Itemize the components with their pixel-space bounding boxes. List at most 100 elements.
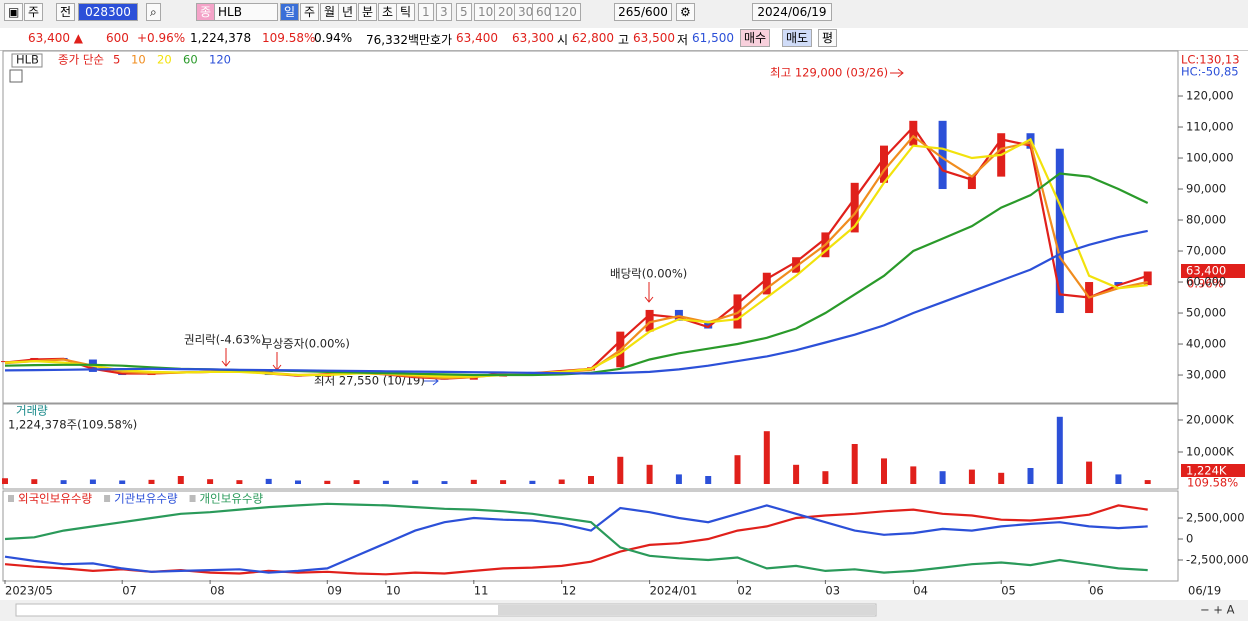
- prev-button[interactable]: 전: [56, 3, 76, 21]
- candle: [938, 120, 947, 190]
- price: 63,400 ▲: [28, 31, 84, 45]
- x-tick-label: 2024/01: [650, 584, 698, 598]
- volume-bar: [939, 471, 946, 484]
- volume-bar: [705, 476, 712, 484]
- candle: [880, 145, 888, 183]
- buy-button[interactable]: 매수: [740, 29, 771, 47]
- volume-bar: [793, 464, 800, 484]
- interval-button[interactable]: 5: [456, 3, 472, 21]
- volume-bar: [1056, 416, 1063, 484]
- ask-label: 호가: [430, 33, 453, 47]
- y-tick-label: 60,000: [1186, 275, 1226, 289]
- legend-entry: 기관보유수량: [114, 492, 178, 506]
- name-input[interactable]: HLB: [214, 3, 278, 21]
- table-icon[interactable]: [9, 69, 23, 83]
- volume-bar: [1144, 480, 1151, 484]
- y-tick-label: 80,000: [1186, 213, 1226, 227]
- holdings-panel: [2, 490, 1179, 582]
- volume-bar: [588, 476, 594, 484]
- zoom-controls[interactable]: − + A: [1200, 603, 1235, 617]
- interval-button[interactable]: 120: [550, 3, 581, 21]
- interval-button[interactable]: 1: [418, 3, 434, 21]
- volume-bar: [529, 480, 536, 484]
- arrow: [890, 68, 904, 78]
- x-tick-label: 08: [210, 584, 225, 598]
- volume-bar: [763, 431, 770, 484]
- hc-label: HC:-50,85: [1181, 65, 1239, 79]
- x-tick-label: 2023/05: [5, 584, 53, 598]
- period-button[interactable]: 분: [358, 3, 378, 21]
- price-panel: [2, 50, 1179, 404]
- legend-marker: [8, 495, 14, 502]
- volume-bar: [441, 481, 448, 484]
- volume-bar: [822, 471, 829, 484]
- legend-entry: 개인보유수량: [200, 492, 264, 506]
- period-button[interactable]: 일: [280, 3, 300, 21]
- last-price: 63,400: [1186, 264, 1226, 278]
- period-button[interactable]: 틱: [396, 3, 416, 21]
- symbol: HLB: [16, 53, 39, 67]
- interval-button[interactable]: 3: [436, 3, 452, 21]
- volume-bar: [89, 479, 96, 484]
- y-tick-label: 100,000: [1186, 151, 1234, 165]
- x-tick-label: 12: [562, 584, 577, 598]
- code-input[interactable]: 028300: [78, 3, 138, 21]
- y-tick-label: 50,000: [1186, 306, 1226, 320]
- last-volume-box: [1181, 464, 1245, 477]
- last-volume: 1,224K: [1186, 464, 1227, 478]
- volume-bar: [1115, 474, 1122, 484]
- tool-icon[interactable]: ⚙: [676, 3, 695, 21]
- volume-bar: [646, 464, 653, 484]
- low-label: 저: [677, 33, 689, 47]
- volume-bar: [910, 466, 917, 484]
- high-annotation: 최고 129,000 (03/26): [770, 66, 888, 80]
- date-input[interactable]: 2024/06/19: [752, 3, 832, 21]
- volume-bar: [119, 480, 126, 484]
- sell-button[interactable]: 매도: [782, 29, 813, 47]
- interval-button[interactable]: 30: [514, 3, 538, 21]
- open-label: 시: [557, 33, 569, 47]
- scroll-thumb[interactable]: [498, 605, 876, 615]
- x-tick-label: 07: [122, 584, 137, 598]
- y-tick-label: 10,000K: [1186, 445, 1234, 459]
- count-input[interactable]: 265/600: [614, 3, 672, 21]
- volume-subtitle: 1,224,378주(109.58%): [8, 418, 137, 432]
- period-button[interactable]: 년: [338, 3, 358, 21]
- y-tick-label: 30,000: [1186, 368, 1226, 382]
- last-change: 0.96%: [1187, 277, 1224, 291]
- cursor-label: 06/19: [1188, 584, 1221, 598]
- low: 61,500: [692, 31, 734, 45]
- volume-bar: [412, 480, 419, 484]
- last-price-box: [1181, 264, 1245, 278]
- menu-icon[interactable]: ▣: [4, 3, 24, 21]
- x-tick-label: 05: [1001, 584, 1016, 598]
- y-tick-label: -2,500,000: [1186, 553, 1248, 567]
- high-label: 고: [618, 33, 630, 47]
- volume-bar: [998, 472, 1005, 484]
- avg-button[interactable]: 평: [818, 29, 838, 47]
- volume-bar: [2, 478, 8, 484]
- legend-marker: [104, 495, 111, 502]
- volume-bar: [968, 469, 975, 484]
- bid: 63,300: [512, 31, 554, 45]
- volume-bar: [177, 476, 184, 484]
- volume: 1,224,378: [190, 31, 252, 45]
- candle: [967, 176, 976, 190]
- period-button[interactable]: 주: [300, 3, 320, 21]
- series-line: [4, 502, 1148, 574]
- ma-label: 종가 단순: [58, 53, 104, 67]
- volume-bar: [617, 456, 624, 484]
- interval-button[interactable]: 20: [494, 3, 518, 21]
- volume-panel: [2, 403, 1179, 490]
- volume-bar: [734, 455, 741, 484]
- volume-bar: [1027, 468, 1034, 484]
- candle: [909, 120, 918, 146]
- x-tick-label: 04: [913, 584, 928, 598]
- volume-bar: [60, 480, 67, 484]
- interval-button[interactable]: 60: [532, 3, 556, 21]
- legend-entry: 20: [157, 53, 172, 67]
- market-select[interactable]: 주: [24, 3, 44, 21]
- search-icon[interactable]: ⌕: [146, 3, 161, 21]
- legend-entry: 5: [113, 53, 120, 67]
